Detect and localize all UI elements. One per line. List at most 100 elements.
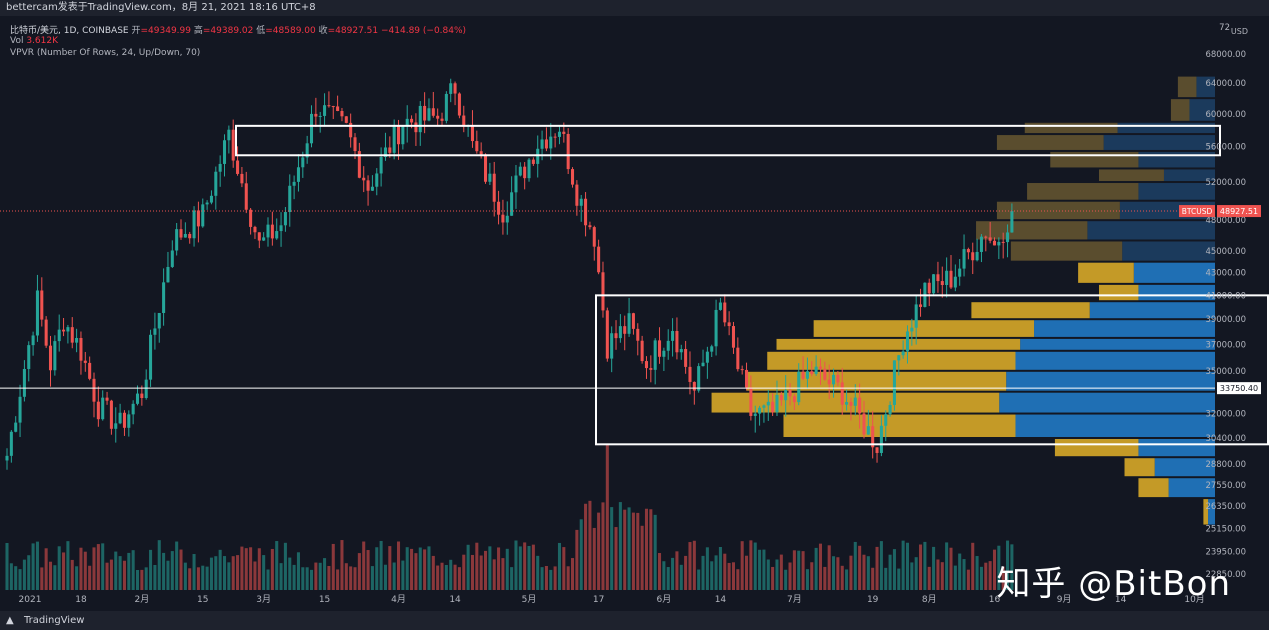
candle-body [492,173,496,202]
volume-bar [788,562,792,590]
candle-body [514,175,518,193]
volume-bar [884,567,888,590]
vp-up-bar [1089,302,1215,319]
candle-body [779,394,783,401]
vp-down-bar [767,351,1016,370]
candle-body [710,346,714,352]
candle-body [862,413,866,435]
last-price-badge: 48927.51 [1220,207,1258,216]
volume-bar [588,500,592,590]
volume-bar [383,564,387,590]
volume-bar [945,542,949,590]
price-tick-label: 30400.00 [1205,434,1246,444]
volume-bar [823,566,827,590]
vp-up-bar [1006,371,1215,391]
candle-body [684,349,688,367]
legend-change: −414.89 (−0.84%) [381,26,467,36]
price-tick-label: 23950.00 [1205,548,1246,558]
volume-bar [910,562,914,590]
volume-bar [375,547,379,590]
volume-bar [697,569,701,590]
candle-body [423,105,427,121]
candle-body [784,389,788,401]
candle-body [192,210,196,239]
candle-body [714,309,718,347]
volume-bar [196,567,200,590]
time-tick-label: 14 [1115,595,1127,605]
volume-bar [453,564,457,590]
candle-body [66,327,70,332]
volume-bar [249,547,253,590]
volume-bar [314,562,318,590]
time-tick-label: 14 [715,595,727,605]
candle-body [262,237,266,241]
candle-body [301,157,305,168]
candle-body [658,340,662,357]
volume-bar [405,547,409,590]
volume-bar [483,550,488,590]
volume-bar [575,529,579,590]
candle-body [9,431,13,456]
vp-down-bar [813,320,1035,337]
volume-bar [566,566,570,590]
candle-body [623,326,627,334]
vp-up-bar [1196,76,1215,98]
candle-body [940,281,944,286]
candle-body [436,115,440,119]
volume-bar [936,559,940,590]
candle-body [553,136,557,138]
candle-body [849,402,853,406]
candle-body [610,333,614,359]
volume-bar [222,556,227,590]
time-tick-label: 2月 [134,594,149,605]
crosshair-price-badge: 33750.40 [1220,384,1258,393]
candle-body [775,394,779,413]
volume-bar [540,567,544,590]
volume-bar [792,550,796,590]
volume-bar [240,546,244,590]
candle-body [723,302,727,323]
volume-bar [971,542,975,590]
candle-body [879,425,883,453]
candle-body [222,140,227,164]
vp-up-bar [1087,221,1215,240]
vp-up-bar [1034,320,1215,337]
last-price-badge-bg [1217,205,1261,218]
volume-bar [805,569,809,590]
candle-body [766,401,770,406]
candle-body [666,340,670,351]
volume-bar [362,541,366,590]
time-tick-label: 17 [593,595,604,605]
vp-down-bar [1099,169,1164,182]
price-tick-label: 25150.00 [1205,524,1246,534]
volume-bar [62,552,66,590]
volume-bar [357,553,361,590]
tradingview-logo-icon: ▲ [6,615,14,626]
candle-body [932,274,936,294]
vp-up-bar [1103,135,1215,150]
volume-bar [827,545,831,590]
candle-body [501,214,505,223]
candle-body [240,173,244,184]
volume-bar [101,543,105,590]
vp-down-bar [971,302,1090,319]
candle-body [888,405,892,415]
volume-bar [122,560,126,590]
candle-body [745,369,749,388]
candle-body [375,173,379,187]
candle-body [257,232,261,241]
volume-bar [388,546,392,590]
time-tick-label: 19 [867,595,879,605]
volume-bar [862,554,866,590]
candle-body [649,368,653,370]
candle-body [79,338,83,361]
candle-body [227,129,231,141]
candle-body [518,166,522,176]
candle-body [671,330,675,341]
volume-bar [518,546,522,590]
candle-body [640,340,644,362]
vp-up-bar [1163,169,1215,182]
volume-bar [718,546,722,590]
volume-bar [188,568,192,590]
